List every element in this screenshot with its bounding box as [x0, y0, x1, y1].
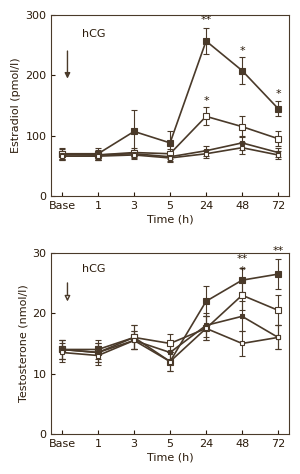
Y-axis label: Testosterone (nmol/l): Testosterone (nmol/l) — [18, 284, 28, 402]
Text: *: * — [239, 46, 245, 56]
X-axis label: Time (h): Time (h) — [147, 215, 194, 225]
Text: hCG: hCG — [82, 264, 105, 274]
Text: **: ** — [272, 246, 284, 256]
Text: **: ** — [200, 15, 212, 25]
Text: *: * — [203, 96, 209, 106]
Y-axis label: Estradiol (pmol/l): Estradiol (pmol/l) — [11, 58, 21, 153]
Text: *: * — [239, 266, 245, 276]
X-axis label: Time (h): Time (h) — [147, 453, 194, 463]
Text: *: * — [275, 90, 281, 100]
Text: hCG: hCG — [82, 29, 105, 39]
Text: *: * — [203, 299, 209, 309]
Text: **: ** — [236, 254, 248, 264]
